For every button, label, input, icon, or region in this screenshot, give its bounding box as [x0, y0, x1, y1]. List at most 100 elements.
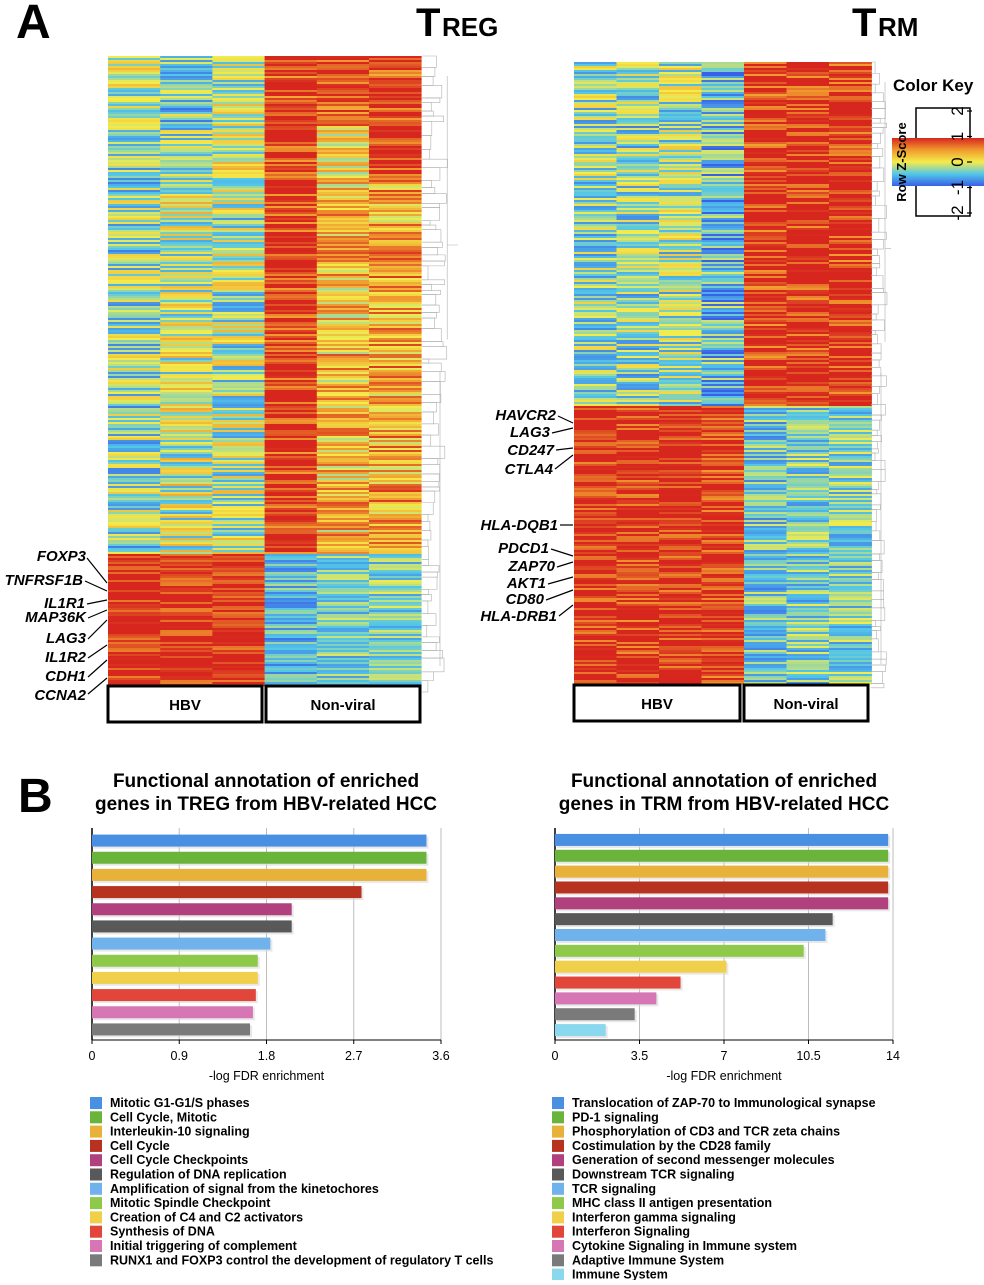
bar — [555, 929, 826, 941]
bar — [92, 971, 258, 984]
svg-text:T: T — [416, 1, 440, 45]
legend-entry: Interferon Signaling — [572, 1225, 690, 1239]
bar — [92, 1023, 251, 1036]
legend-entry: Interleukin-10 signaling — [110, 1125, 250, 1139]
gene-label: HLA-DRB1 — [480, 608, 557, 625]
legend-entry: Creation of C4 and C2 activators — [110, 1210, 303, 1224]
legend-swatch — [90, 1254, 102, 1267]
legend-entry: PD-1 signaling — [572, 1110, 659, 1124]
treg-group-hbv: HBV — [169, 697, 201, 714]
color-key-tick: 0 — [948, 157, 967, 166]
legend-swatch — [90, 1139, 102, 1152]
bar — [92, 886, 362, 899]
bar — [555, 1024, 606, 1037]
legend-entry: Generation of second messenger molecules — [572, 1153, 835, 1167]
legend-swatch — [552, 1268, 564, 1281]
svg-text:T: T — [852, 1, 876, 45]
legend-swatch — [552, 1182, 564, 1195]
bar — [555, 913, 833, 926]
x-tick-label: 10.5 — [796, 1049, 820, 1063]
legend-swatch — [552, 1125, 564, 1138]
chart-title: Functional annotation of enriched — [571, 771, 877, 792]
legend-swatch — [90, 1197, 102, 1210]
bar — [92, 903, 292, 916]
legend-entry: Mitotic Spindle Checkpoint — [110, 1196, 271, 1210]
legend-swatch — [90, 1168, 102, 1181]
color-key: Color Key -2 -1 0 1 2 Row Z-Score — [892, 76, 984, 221]
legend-swatch — [90, 1111, 102, 1124]
legend-swatch — [552, 1225, 564, 1238]
gene-label: CD247 — [507, 442, 554, 459]
legend-swatch — [90, 1240, 102, 1252]
color-key-tick: 2 — [948, 106, 967, 115]
legend-swatch — [552, 1139, 564, 1152]
legend-swatch — [552, 1254, 564, 1267]
bar — [555, 1008, 635, 1021]
gene-label: FOXP3 — [37, 548, 87, 565]
legend-entry: Amplification of signal from the kinetoc… — [110, 1182, 379, 1196]
legend-entry: Phosphorylation of CD3 and TCR zeta chai… — [572, 1125, 840, 1139]
legend-swatch — [90, 1211, 102, 1224]
gene-label: MAP36K — [25, 609, 87, 626]
legend-swatch — [90, 1182, 102, 1195]
gene-label: IL1R1 — [44, 595, 85, 612]
gene-label: HLA-DQB1 — [481, 517, 559, 534]
gene-label: LAG3 — [46, 630, 87, 647]
gene-label: CTLA4 — [505, 461, 554, 478]
x-tick-label: 1.8 — [258, 1049, 275, 1063]
x-tick-label: 2.7 — [345, 1049, 362, 1063]
legend-swatch — [552, 1168, 564, 1181]
trm-group-hbv: HBV — [641, 696, 673, 713]
bar — [92, 920, 292, 933]
treg-title: T REG — [416, 1, 498, 45]
chart-title: Functional annotation of enriched — [113, 771, 419, 792]
panel-b-letter: B — [18, 770, 53, 823]
bar — [92, 954, 258, 967]
legend-swatch — [552, 1154, 564, 1167]
legend-entry: Cytokine Signaling in Immune system — [572, 1239, 797, 1253]
color-key-tick: 1 — [948, 132, 967, 141]
bar — [92, 834, 427, 847]
bar — [92, 851, 427, 864]
bar — [555, 944, 804, 957]
legend-swatch — [552, 1240, 564, 1252]
gene-label: CDH1 — [45, 668, 86, 685]
gene-label: LAG3 — [510, 424, 551, 441]
treg-group-nonviral: Non-viral — [310, 697, 375, 714]
trm-group-boxes: HBV Non-viral — [572, 683, 870, 723]
legend-entry: Cell Cycle, Mitotic — [110, 1110, 217, 1124]
x-tick-label: 7 — [721, 1049, 728, 1063]
legend-entry: TCR signaling — [572, 1182, 656, 1196]
bar — [92, 868, 427, 881]
bar — [92, 937, 271, 950]
gene-label: TNFRSF1B — [5, 572, 84, 589]
gene-label: PDCD1 — [498, 540, 549, 557]
x-tick-label: 3.6 — [432, 1049, 449, 1063]
legend-entry: Adaptive Immune System — [572, 1253, 724, 1267]
x-tick-label: 0 — [552, 1049, 559, 1063]
legend-entry: Interferon gamma signaling — [572, 1210, 736, 1224]
bar — [555, 833, 889, 846]
legend-entry: Mitotic G1-G1/S phases — [110, 1096, 250, 1110]
bar — [555, 960, 727, 973]
chart-title: genes in TREG from HBV-related HCC — [95, 794, 437, 815]
legend-entry: MHC class II antigen presentation — [572, 1196, 772, 1210]
x-axis-label: -log FDR enrichment — [666, 1069, 782, 1083]
legend-entry: Translocation of ZAP-70 to Immunological… — [572, 1096, 876, 1110]
color-key-tick: -2 — [948, 205, 967, 220]
color-key-axis-label: Row Z-Score — [894, 122, 909, 201]
bar — [555, 976, 681, 989]
bar — [555, 897, 889, 910]
gene-label: CCNA2 — [34, 687, 86, 704]
legend-swatch — [552, 1097, 564, 1109]
x-tick-label: 0 — [89, 1049, 96, 1063]
treg-gene-labels: FOXP3 TNFRSF1B IL1R1 MAP36K LAG3 IL1R2 C… — [5, 548, 108, 704]
legend-entry: Downstream TCR signaling — [572, 1168, 735, 1182]
svg-text:RM: RM — [878, 12, 918, 42]
x-tick-label: 3.5 — [631, 1049, 648, 1063]
trm-group-nonviral: Non-viral — [773, 696, 838, 713]
gene-label: IL1R2 — [45, 649, 87, 666]
panel-a-letter: A — [16, 0, 51, 49]
